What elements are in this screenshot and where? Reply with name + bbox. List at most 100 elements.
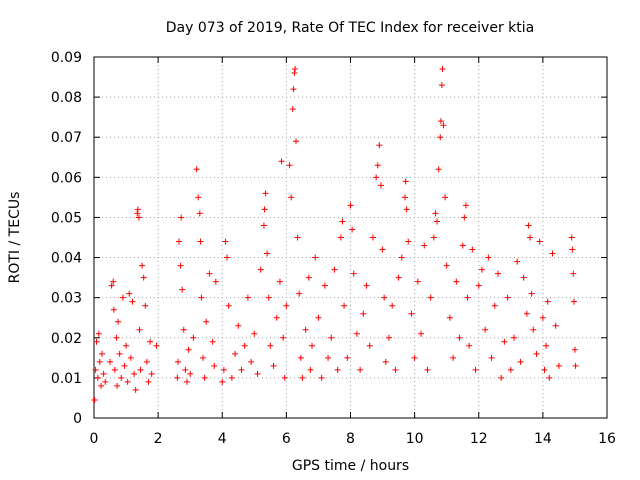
data-point — [195, 194, 202, 201]
data-point — [203, 318, 210, 325]
data-point — [464, 294, 471, 301]
x-axis-label: GPS time / hours — [292, 458, 409, 474]
data-point — [360, 310, 367, 317]
data-point — [137, 366, 144, 373]
data-point — [405, 238, 412, 245]
data-point — [196, 210, 203, 217]
data-point — [134, 206, 141, 213]
data-point — [439, 66, 446, 73]
data-point — [102, 378, 109, 385]
data-point — [187, 370, 194, 377]
data-point — [121, 362, 128, 369]
data-point — [273, 314, 280, 321]
data-point — [507, 366, 514, 373]
x-tick-label: 2 — [154, 431, 163, 447]
data-point — [528, 290, 535, 297]
data-point — [527, 234, 534, 241]
data-point — [235, 322, 242, 329]
chart-title: Day 073 of 2019, Rate Of TEC Index for r… — [166, 20, 534, 36]
data-point — [469, 246, 476, 253]
data-point — [440, 122, 447, 129]
data-point — [309, 342, 316, 349]
data-point — [430, 234, 437, 241]
data-point — [110, 306, 117, 313]
data-point — [302, 326, 309, 333]
data-point — [456, 334, 463, 341]
data-point — [108, 282, 115, 289]
data-point — [411, 354, 418, 361]
data-point — [555, 362, 562, 369]
data-point — [127, 354, 134, 361]
data-point — [568, 234, 575, 241]
data-point — [93, 338, 100, 345]
data-point — [373, 174, 380, 181]
data-point — [569, 246, 576, 253]
data-point — [134, 210, 141, 217]
data-point — [123, 342, 130, 349]
data-point — [98, 382, 105, 389]
data-point — [139, 262, 146, 269]
x-tick-label: 0 — [90, 431, 99, 447]
data-point — [341, 302, 348, 309]
data-point — [488, 354, 495, 361]
data-point — [570, 270, 577, 277]
data-point — [175, 238, 182, 245]
data-point — [501, 338, 508, 345]
data-point — [174, 374, 181, 381]
y-tick-label: 0.03 — [51, 291, 82, 307]
data-point — [435, 166, 442, 173]
data-point — [482, 326, 489, 333]
data-point — [549, 250, 556, 257]
x-axis: 0 2 4 6 8 10 12 14 16 — [90, 57, 616, 447]
y-tick-label: 0.07 — [51, 130, 82, 146]
data-point — [254, 370, 261, 377]
data-point — [222, 238, 229, 245]
data-point — [533, 350, 540, 357]
data-point — [366, 342, 373, 349]
data-point — [571, 346, 578, 353]
data-point — [183, 378, 190, 385]
y-tick-label: 0.08 — [51, 90, 82, 106]
data-point — [95, 330, 102, 337]
data-point — [570, 298, 577, 305]
data-point — [225, 302, 232, 309]
data-point — [374, 162, 381, 169]
data-point — [438, 82, 445, 89]
data-point — [290, 86, 297, 93]
data-point — [228, 374, 235, 381]
data-point — [504, 294, 511, 301]
data-point — [292, 138, 299, 145]
y-tick-label: 0 — [73, 411, 82, 427]
data-point — [220, 366, 227, 373]
data-points — [91, 66, 579, 403]
data-point — [544, 298, 551, 305]
data-point — [111, 366, 118, 373]
data-point — [197, 238, 204, 245]
x-tick-label: 16 — [598, 431, 616, 447]
data-point — [525, 222, 532, 229]
data-point — [442, 194, 449, 201]
data-point — [292, 66, 299, 73]
data-point — [443, 262, 450, 269]
y-tick-label: 0.02 — [51, 331, 82, 347]
y-tick-label: 0.09 — [51, 50, 82, 66]
data-point — [389, 302, 396, 309]
data-point — [212, 278, 219, 285]
grid-lines — [94, 57, 607, 418]
data-point — [539, 314, 546, 321]
y-tick-label: 0.06 — [51, 170, 82, 186]
data-point — [421, 242, 428, 249]
data-point — [353, 330, 360, 337]
data-point — [520, 274, 527, 281]
data-point — [305, 274, 312, 281]
data-point — [485, 254, 492, 261]
data-point — [376, 142, 383, 149]
data-point — [395, 274, 402, 281]
data-point — [193, 166, 200, 173]
data-point — [126, 290, 133, 297]
data-point — [270, 362, 277, 369]
data-point — [206, 270, 213, 277]
data-point — [145, 378, 152, 385]
data-point — [99, 350, 106, 357]
